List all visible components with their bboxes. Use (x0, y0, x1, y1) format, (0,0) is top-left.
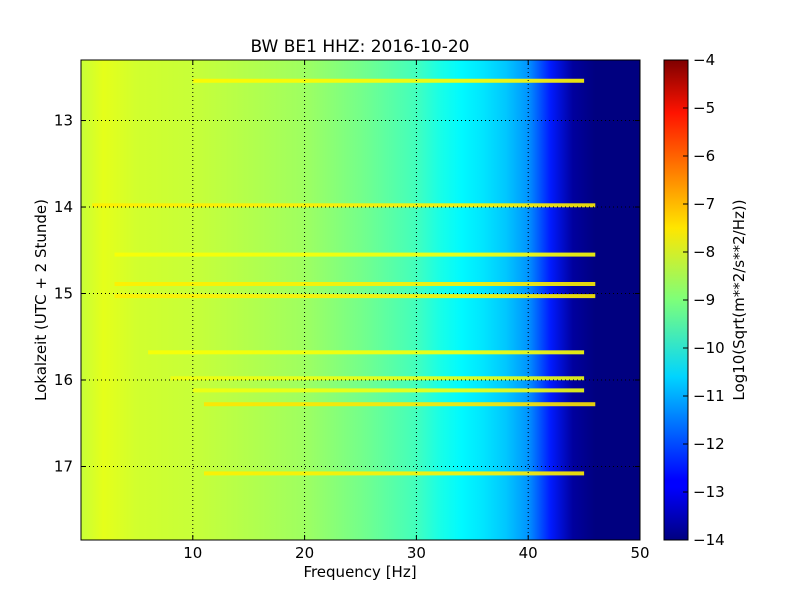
anomaly-line (114, 252, 596, 257)
y-axis-ticks: 13 14 15 16 17 (54, 112, 640, 475)
x-tick-label: 50 (630, 544, 649, 562)
x-axis-label: Frequency [Hz] (303, 563, 416, 581)
y-tick-label: 16 (54, 371, 73, 389)
spectrogram-image (81, 60, 640, 540)
colorbar-tick-label: −6 (693, 147, 715, 165)
anomaly-line (114, 294, 596, 299)
colorbar-tick-label: −12 (693, 435, 725, 453)
colorbar-ticks: −4 −5 −6 −7 −8 −9 −10 −11 −12 −13 −14 (683, 51, 725, 549)
spectrogram-fill (81, 60, 640, 540)
anomaly-line (203, 402, 596, 407)
colorbar-tick-label: −13 (693, 483, 725, 501)
colorbar-label: Log10(Sqrt(m**2/s**2/Hz)) (730, 199, 748, 400)
anomaly-lines (92, 78, 596, 476)
colorbar-tick-label: −5 (693, 99, 715, 117)
plot-frame (80, 59, 641, 541)
y-tick-label: 14 (54, 198, 73, 216)
chart-title: BW BE1 HHZ: 2016-10-20 (250, 37, 469, 57)
colorbar-tick-label: −4 (693, 51, 715, 69)
x-tick-label: 20 (295, 544, 314, 562)
anomaly-line (203, 471, 585, 476)
colorbar-tick-label: −11 (693, 387, 725, 405)
anomaly-line (92, 203, 596, 208)
y-tick-label: 15 (54, 285, 73, 303)
colorbar-tick-label: −9 (693, 291, 715, 309)
anomaly-line (170, 376, 585, 381)
anomaly-line (192, 388, 585, 393)
x-axis-ticks: 10 20 30 40 50 (183, 60, 650, 562)
colorbar-tick-label: −14 (693, 531, 725, 549)
colorbar-tick-label: −10 (693, 339, 725, 357)
y-axis-label: Lokalzeit (UTC + 2 Stunde) (32, 199, 50, 401)
colorbar-tick-label: −7 (693, 195, 715, 213)
anomaly-line (114, 282, 596, 286)
colorbar-tick-label: −8 (693, 243, 715, 261)
x-tick-label: 10 (183, 544, 202, 562)
x-tick-label: 40 (519, 544, 538, 562)
y-tick-label: 13 (54, 112, 73, 130)
anomaly-line (192, 78, 585, 83)
grid-lines (81, 60, 640, 540)
x-tick-label: 30 (407, 544, 426, 562)
y-tick-label: 17 (54, 457, 73, 475)
anomaly-line (148, 350, 585, 355)
